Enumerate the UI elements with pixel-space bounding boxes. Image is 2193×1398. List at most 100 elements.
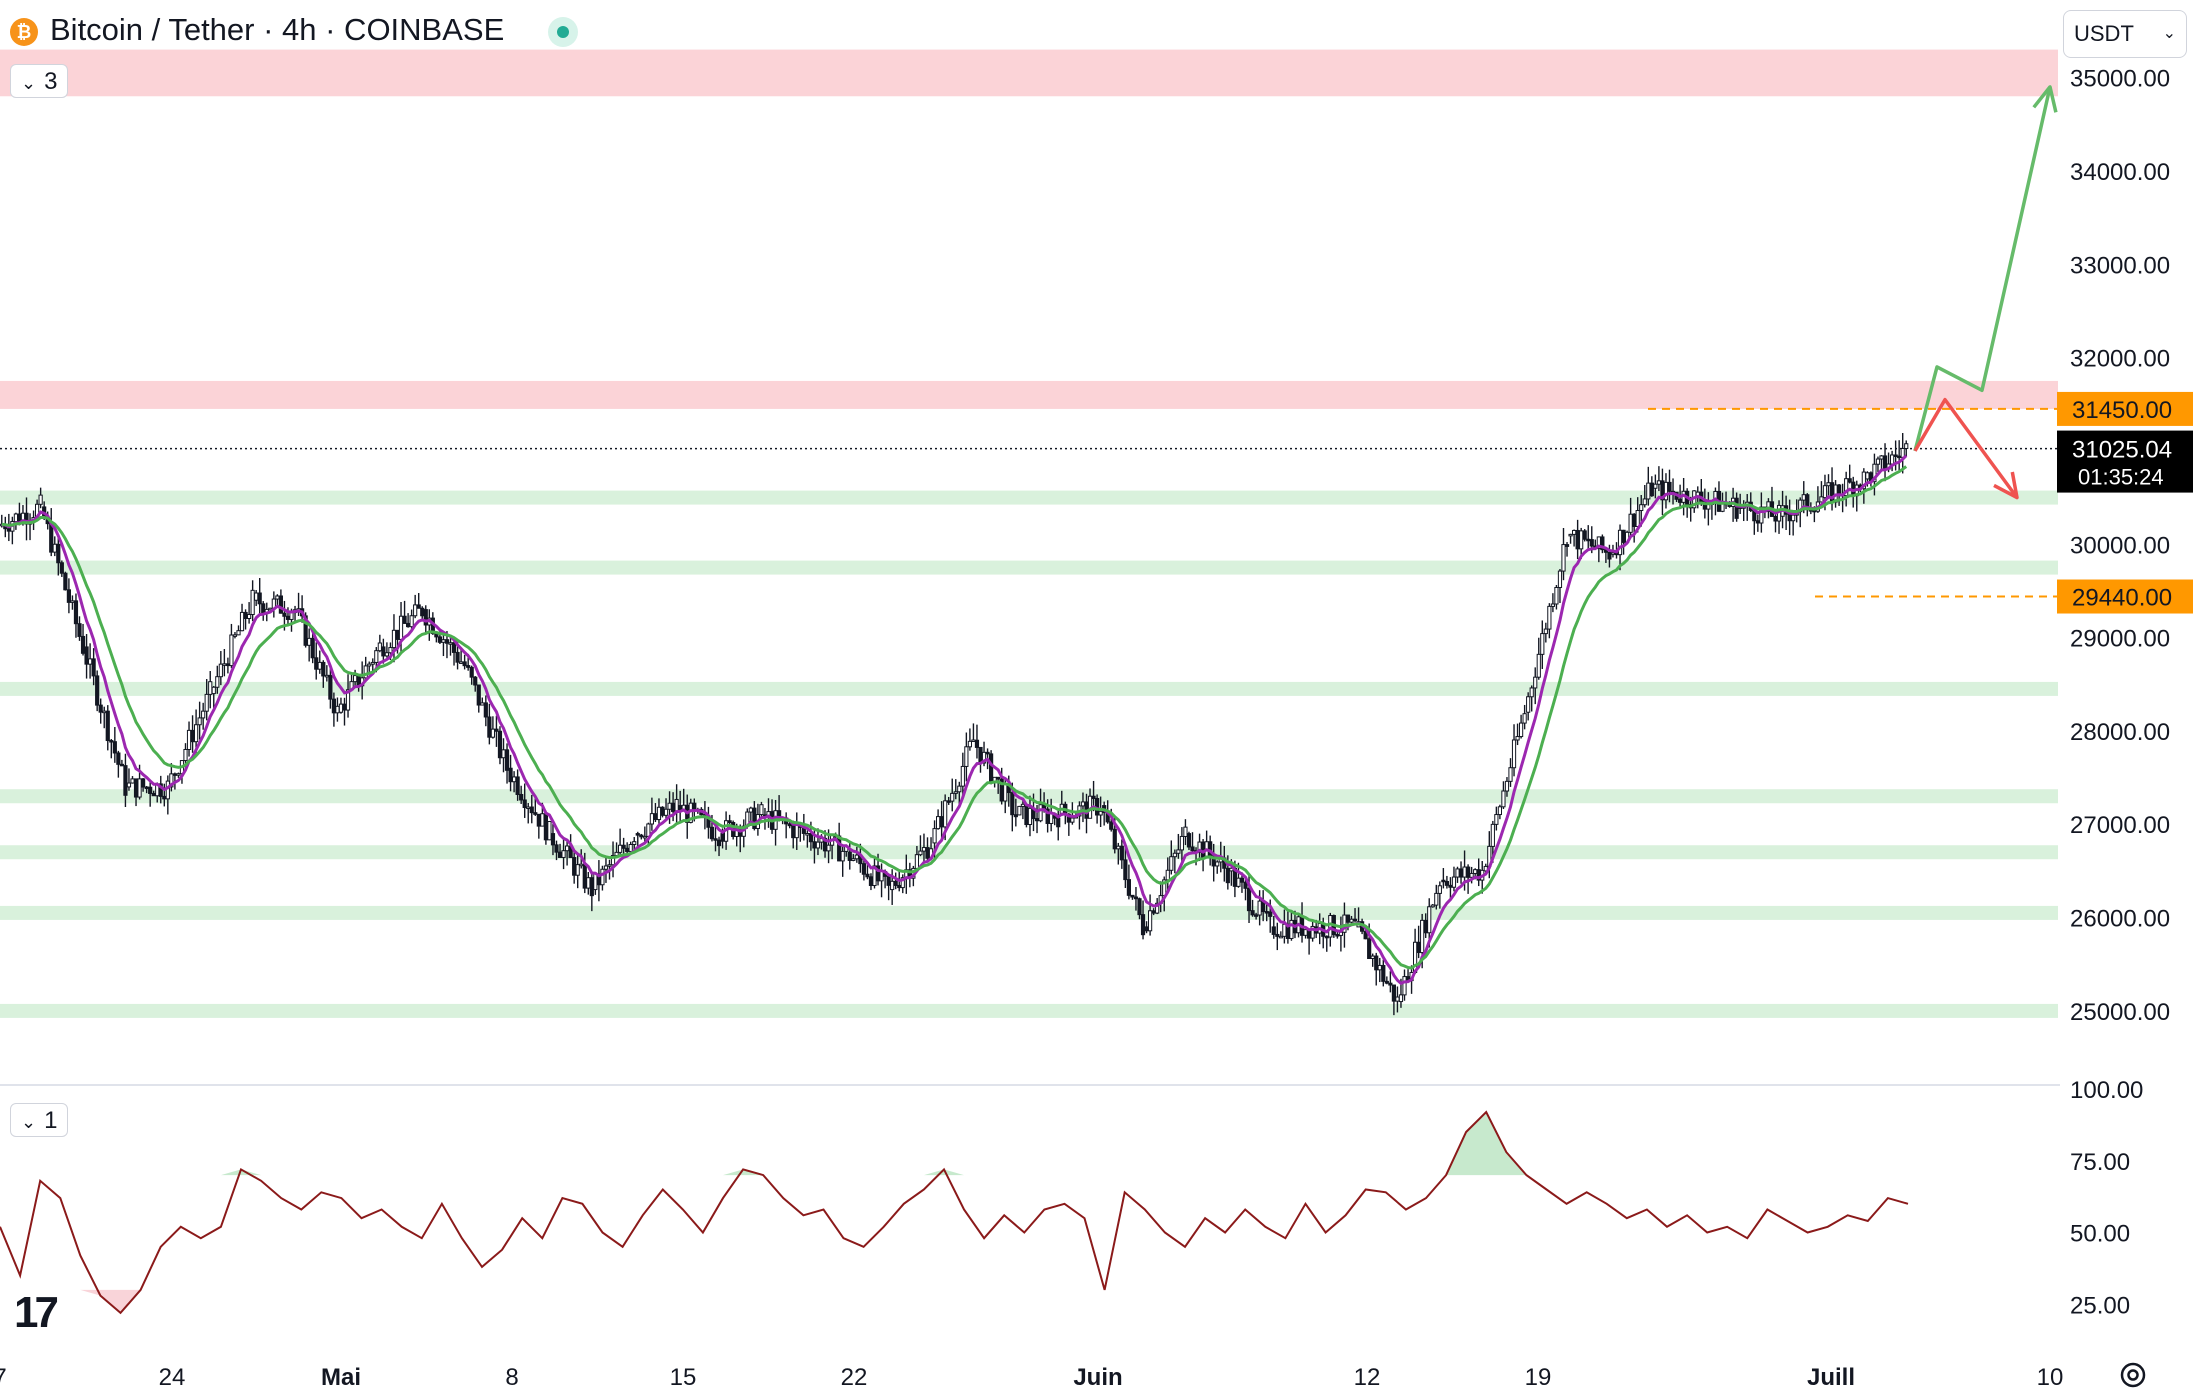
candle-body bbox=[713, 838, 718, 841]
candle-body bbox=[247, 614, 252, 619]
candle-body bbox=[1130, 894, 1135, 898]
candle-body bbox=[1458, 868, 1464, 878]
candle-body bbox=[466, 665, 471, 668]
candle-body bbox=[437, 636, 442, 643]
candle-body bbox=[1515, 736, 1520, 741]
candle-body bbox=[663, 808, 669, 816]
candle-body bbox=[1522, 713, 1527, 724]
main-pane-collapse-button[interactable]: ⌄ 3 bbox=[10, 64, 69, 98]
candle-body bbox=[897, 884, 902, 889]
candle-body bbox=[526, 806, 531, 810]
rsi-y-tick-label: 100.00 bbox=[2070, 1077, 2143, 1104]
projection-down-arrow-head bbox=[1993, 471, 2019, 500]
current-price-label: 31025.04 bbox=[2072, 437, 2172, 464]
projection-down-arrow bbox=[1913, 397, 2019, 499]
candle-body bbox=[557, 851, 563, 858]
candle-body bbox=[1144, 926, 1149, 932]
resistance-zone bbox=[0, 49, 2058, 97]
candle-body bbox=[1423, 919, 1428, 934]
candle-body bbox=[709, 826, 715, 840]
candle-body bbox=[1494, 814, 1499, 825]
candle-body bbox=[232, 634, 238, 637]
candle-body bbox=[1646, 482, 1651, 500]
currency-selector[interactable]: USDT ⌄ bbox=[2063, 10, 2187, 58]
candle-body bbox=[480, 702, 485, 706]
candle-body bbox=[1324, 935, 1329, 939]
candle-body bbox=[1872, 463, 1877, 483]
candle-body bbox=[1271, 926, 1276, 935]
candle-body bbox=[1572, 529, 1577, 535]
candle-body bbox=[649, 813, 654, 825]
candle-body bbox=[444, 639, 450, 644]
candle-body bbox=[996, 776, 1001, 780]
candle-body bbox=[1564, 544, 1570, 547]
candle-body bbox=[635, 833, 640, 836]
candle-body bbox=[190, 729, 195, 743]
y-tick-label: 29000.00 bbox=[2070, 626, 2170, 653]
candle-body bbox=[80, 635, 86, 654]
tradingview-logo[interactable]: 17 bbox=[14, 1288, 59, 1337]
candle-body bbox=[914, 854, 919, 869]
ema-fast-line bbox=[1, 454, 1908, 986]
candle-body bbox=[487, 716, 492, 738]
candle-body bbox=[501, 749, 506, 759]
candle-body bbox=[367, 663, 372, 667]
candle-body bbox=[162, 795, 167, 800]
support-zone bbox=[0, 789, 2058, 804]
candle-body bbox=[105, 710, 110, 742]
candle-body bbox=[794, 824, 799, 839]
candle-body bbox=[1119, 845, 1124, 861]
candle-body bbox=[204, 693, 209, 712]
candle-body bbox=[1342, 914, 1347, 933]
candle-body bbox=[1529, 687, 1534, 698]
candle-body bbox=[642, 835, 647, 839]
candle-body bbox=[66, 589, 72, 603]
candle-body bbox=[391, 629, 397, 649]
candle-body bbox=[1550, 603, 1556, 607]
candle-body bbox=[1610, 552, 1616, 555]
candle-body bbox=[236, 630, 241, 636]
candle-body bbox=[671, 802, 676, 812]
candle-body bbox=[1335, 934, 1340, 937]
candle-body bbox=[469, 666, 474, 678]
candle-body bbox=[529, 806, 534, 814]
candle-body bbox=[275, 595, 280, 600]
main-pane-count: 3 bbox=[44, 68, 58, 95]
indicator-pane-collapse-button[interactable]: ⌄ 1 bbox=[10, 1103, 69, 1137]
candle-body bbox=[73, 600, 79, 625]
candle-body bbox=[932, 828, 937, 844]
candle-body bbox=[989, 753, 994, 783]
candle-body bbox=[448, 642, 453, 645]
candle-body bbox=[805, 833, 810, 836]
candle-body bbox=[667, 802, 672, 810]
candle-body bbox=[1444, 880, 1450, 886]
x-tick-label: 12 bbox=[1354, 1364, 1381, 1391]
candle-body bbox=[353, 675, 358, 683]
candle-body bbox=[282, 612, 287, 617]
candle-body bbox=[1801, 494, 1806, 501]
candle-body bbox=[1511, 739, 1517, 769]
candle-body bbox=[628, 843, 633, 852]
candle-body bbox=[1893, 454, 1898, 457]
candle-body bbox=[1437, 885, 1442, 894]
candle-body bbox=[278, 595, 283, 614]
candle-body bbox=[197, 717, 202, 726]
candle-body bbox=[847, 851, 852, 861]
gear-icon[interactable] bbox=[2117, 1359, 2149, 1391]
candle-body bbox=[618, 844, 623, 853]
candle-body bbox=[1430, 904, 1435, 908]
candle-body bbox=[1667, 481, 1672, 492]
candle-body bbox=[787, 823, 792, 827]
candle-body bbox=[1639, 504, 1644, 512]
x-tick-label: Mai bbox=[321, 1364, 361, 1391]
candle-body bbox=[1582, 530, 1587, 540]
candle-body bbox=[1755, 520, 1760, 524]
candle-body bbox=[1540, 633, 1545, 655]
candle-body bbox=[1579, 530, 1584, 550]
candle-body bbox=[550, 833, 556, 846]
candle-body bbox=[497, 730, 503, 759]
candle-body bbox=[384, 652, 389, 657]
candle-body bbox=[91, 658, 96, 677]
chart-title[interactable]: Bitcoin / Tether · 4h · COINBASE bbox=[50, 12, 505, 47]
candle-body bbox=[314, 657, 319, 670]
